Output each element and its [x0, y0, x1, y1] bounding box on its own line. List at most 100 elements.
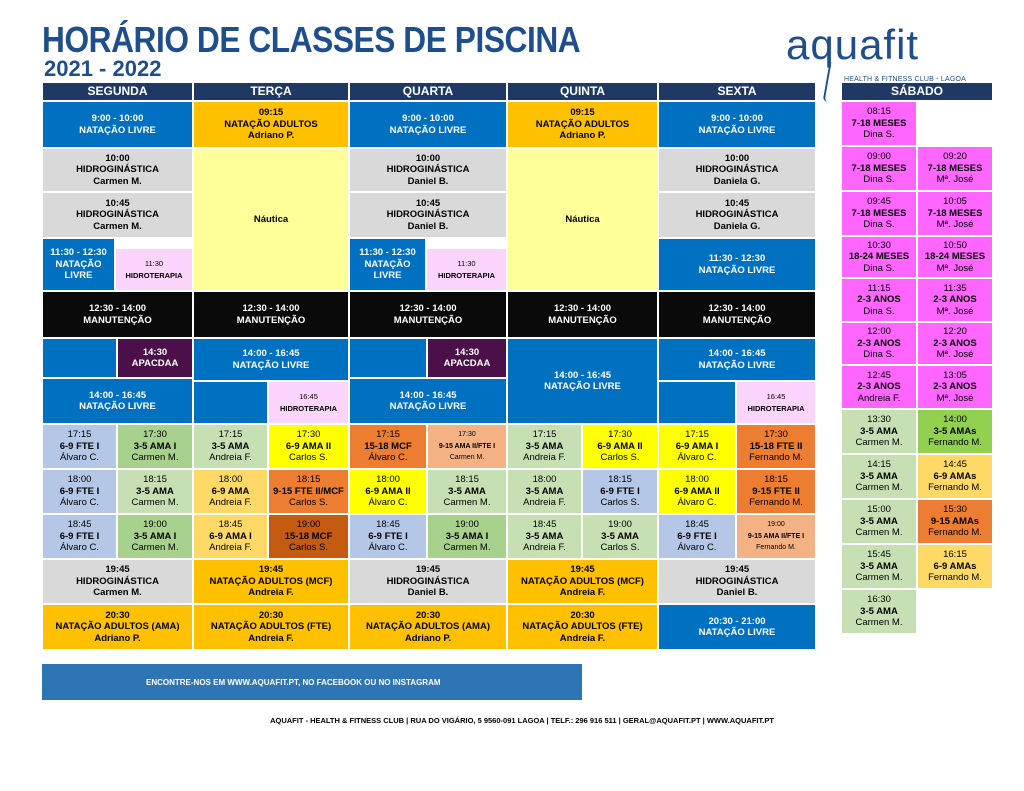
saturday-class-cell: 15:45 3-5 AMA Carmen M. — [841, 544, 917, 589]
class-instructor: Carmen M. — [131, 497, 179, 509]
class-name: HIDROGINÁSTICA — [386, 164, 470, 176]
class-name: 18-24 MESES — [924, 251, 986, 263]
weekday-class-cell: 12:30 - 14:00 MANUTENÇÃO — [507, 291, 658, 338]
class-time: 11:30 - 12:30 — [50, 247, 107, 259]
class-time: 18:00 — [218, 474, 243, 486]
class-instructor: Carmen M. — [855, 572, 903, 584]
class-name: 15-18 FTE II — [749, 440, 803, 452]
class-name: 9-15 FTE II/MCF — [273, 485, 344, 497]
class-instructor: Mª. José — [936, 262, 974, 274]
class-time: 11:30 - 12:30 — [359, 247, 416, 259]
class-instructor: Daniela G. — [713, 220, 761, 232]
class-time: 9:00 - 10:00 — [711, 113, 763, 124]
class-time: 18:00 — [376, 474, 400, 486]
class-time: 12:00 — [867, 326, 891, 338]
class-instructor: Álvaro C. — [677, 452, 717, 464]
class-name: NATAÇÃO — [364, 258, 411, 270]
weekday-class-cell: 19:00 3-5 AMA I Carmen M. — [117, 514, 193, 559]
class-time: 14:00 - 16:45 — [399, 389, 457, 401]
class-time: 19:00 — [143, 519, 167, 531]
class-instructor: Carmen M. — [855, 437, 903, 449]
weekday-class-cell: 17:15 3-5 AMA Andreia F. — [193, 424, 268, 469]
class-instructor: Álvaro C. — [368, 497, 408, 509]
weekday-class-cell: 9:00 - 10:00 NATAÇÃO LIVRE — [42, 101, 193, 148]
class-time: 17:30 — [608, 429, 632, 441]
weekday-class-cell: 12:30 - 14:00 MANUTENÇÃO — [42, 291, 193, 338]
class-time: 18:15 — [764, 474, 788, 486]
aquafit-logo: aquafit HEALTH & FITNESS CLUB - LAGOA — [786, 22, 986, 103]
saturday-class-cell: 10:05 7-18 MESES Mª. José — [917, 191, 993, 236]
day-header-sexta: SEXTA — [658, 82, 816, 101]
class-instructor: Dina S. — [863, 349, 895, 361]
class-time: 16:45 — [299, 392, 318, 401]
class-name: NATAÇÃO LIVRE — [79, 124, 156, 136]
class-name: HIDROGINÁSTICA — [76, 164, 159, 176]
weekday-class-cell: 17:30 9-15 AMA II/FTE I Carmen M. — [427, 424, 507, 469]
saturday-class-cell: 14:00 3-5 AMAs Fernando M. — [917, 409, 993, 454]
weekday-class-cell: 18:45 6-9 FTE I Álvaro C. — [42, 514, 117, 559]
weekday-class-cell: 17:30 6-9 AMA II Carlos S. — [268, 424, 349, 469]
saturday-class-cell: 14:45 6-9 AMAs Fernando M. — [917, 454, 993, 499]
class-instructor: Adriano P. — [559, 130, 606, 142]
class-name: 3-5 AMA — [211, 440, 250, 452]
class-instructor: Andreia F. — [248, 632, 294, 644]
class-name: HIDROGINÁSTICA — [386, 209, 470, 221]
class-time: 14:00 - 16:45 — [88, 389, 147, 401]
weekday-class-cell: 18:15 3-5 AMA Carmen M. — [427, 469, 507, 514]
class-time: 13:05 — [943, 369, 967, 381]
class-instructor: Carlos S. — [288, 497, 329, 509]
class-time: 18:45 — [218, 519, 243, 531]
class-instructor: Dina S. — [863, 219, 895, 231]
class-name: NATAÇÃO LIVRE — [698, 264, 776, 276]
class-time: 10:45 — [105, 197, 130, 209]
class-time: 16:45 — [766, 392, 786, 401]
class-name: 3-5 AMA — [860, 470, 898, 482]
class-time: 10:00 — [724, 152, 750, 164]
weekday-class-cell: 19:45 HIDROGINÁSTICA Daniel B. — [349, 559, 507, 604]
class-name: 6-9 FTE I — [59, 485, 100, 497]
weekday-class-cell: 12:30 - 14:00 MANUTENÇÃO — [349, 291, 507, 338]
class-time: 12:20 — [943, 326, 967, 338]
class-instructor: Carmen M. — [855, 617, 903, 629]
day-header-quarta: QUARTA — [349, 82, 507, 101]
class-time: 12:45 — [867, 369, 891, 381]
class-name: 3-5 AMA — [860, 605, 898, 617]
class-time: 11:15 — [867, 282, 891, 294]
class-time: 09:45 — [867, 196, 891, 208]
class-instructor: Fernando M. — [928, 527, 982, 539]
class-name: HIDROTERAPIA — [125, 270, 183, 280]
class-name: HIDROGINÁSTICA — [695, 209, 779, 221]
class-name: 6-9 AMA — [211, 485, 250, 497]
saturday-class-cell: 16:15 6-9 AMAs Fernando M. — [917, 544, 993, 589]
class-time: 12:30 - 14:00 — [708, 303, 766, 314]
class-instructor: Carmen M. — [443, 542, 491, 554]
weekday-class-cell: 9:00 - 10:00 NATAÇÃO LIVRE — [658, 101, 816, 148]
class-time: 16:30 — [867, 594, 891, 606]
class-instructor: Álvaro C. — [59, 452, 100, 464]
class-name: 9-15 AMA II/FTE I — [438, 442, 496, 450]
saturday-class-cell: 11:35 2-3 ANOS Mª. José — [917, 278, 993, 322]
class-instructor: Daniel B. — [716, 587, 758, 599]
weekday-class-cell: 12:30 - 14:00 MANUTENÇÃO — [193, 291, 349, 338]
class-name: HIDROGINÁSTICA — [76, 209, 159, 221]
weekday-class-cell: 17:30 3-5 AMA I Carmen M. — [117, 424, 193, 469]
class-time: 17:30 — [143, 429, 167, 441]
class-name: 6-9 AMA I — [209, 530, 252, 542]
class-name: 7-18 MESES — [851, 117, 907, 129]
weekday-class-cell: 20:30 NATAÇÃO ADULTOS (FTE) Andreia F. — [193, 604, 349, 650]
class-time: Náutica — [565, 213, 600, 225]
class-time: 09:20 — [943, 151, 967, 163]
class-instructor: Carmen M. — [131, 542, 179, 554]
class-name: HIDROGINÁSTICA — [76, 575, 159, 587]
class-name: NATAÇÃO LIVRE — [544, 381, 621, 392]
class-instructor: Carmen M. — [93, 220, 142, 232]
class-name: 6-9 AMA II — [365, 485, 411, 497]
saturday-class-cell: 13:05 2-3 ANOS Mª. José — [917, 365, 993, 409]
class-name: 3-5 AMA — [860, 560, 898, 572]
class-name: NATAÇÃO ADULTOS (MCF) — [521, 575, 644, 587]
weekday-class-cell: 19:45 NATAÇÃO ADULTOS (MCF) Andreia F. — [193, 559, 349, 604]
logo-subtitle: HEALTH & FITNESS CLUB - LAGOA — [844, 76, 966, 83]
class-time: 14:00 - 16:45 — [708, 348, 766, 359]
class-name: 7-18 MESES — [927, 162, 983, 174]
class-name: NATAÇÃO ADULTOS (MCF) — [209, 575, 333, 587]
